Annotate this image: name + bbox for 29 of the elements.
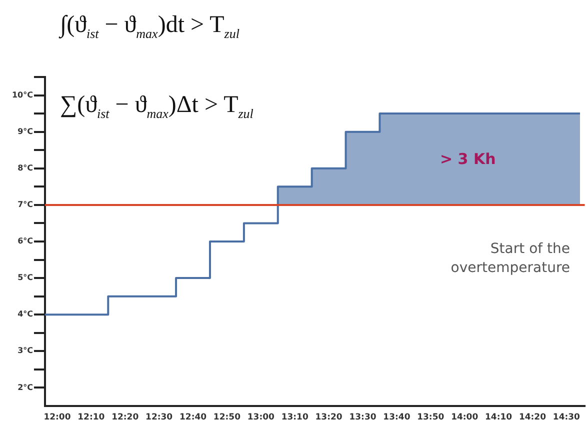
annotation: ∑(ϑ$_{ist}$ − ϑ$_{max}$)Δt > T$_{zul}$ (60, 92, 254, 122)
x-tick-label: 12:00 (44, 412, 71, 422)
annotation: Start of the overtemperature (450, 240, 570, 278)
x-tick-label: 13:00 (247, 412, 275, 422)
x-tick-label: 13:10 (281, 412, 308, 422)
annotation: > 3 Kh (440, 150, 496, 168)
x-tick-label: 13:50 (417, 412, 444, 422)
x-tick-label: 12:10 (78, 412, 105, 422)
x-tick-label: 14:10 (485, 412, 512, 422)
x-tick-label: 12:30 (146, 412, 173, 422)
y-tick-label: 8°C (18, 163, 34, 172)
x-tick-label: 14:30 (552, 412, 580, 422)
x-tick-label: 13:20 (315, 412, 342, 422)
x-tick-label: 14:00 (451, 412, 478, 422)
y-tick-label: 5°C (18, 273, 34, 282)
x-tick-label: 13:30 (349, 412, 376, 422)
y-tick-label: 2°C (18, 382, 34, 392)
y-tick-label: 9°C (18, 126, 34, 136)
y-tick-label: 10°C (12, 90, 34, 100)
x-tick-label: 12:50 (213, 412, 241, 422)
x-tick-label: 12:20 (112, 412, 139, 422)
y-tick-label: 7°C (18, 200, 34, 210)
text: ∫(ϑ$_{ist}$ − ϑ$_{max}$)dt > T$_{zul}$ (60, 12, 240, 42)
y-tick-label: 3°C (18, 346, 34, 356)
x-tick-label: 14:20 (518, 412, 546, 422)
x-tick-label: 12:40 (179, 412, 207, 422)
x-tick-label: 13:40 (383, 412, 410, 422)
y-tick-label: 4°C (18, 310, 34, 319)
y-tick-label: 6°C (18, 236, 34, 246)
